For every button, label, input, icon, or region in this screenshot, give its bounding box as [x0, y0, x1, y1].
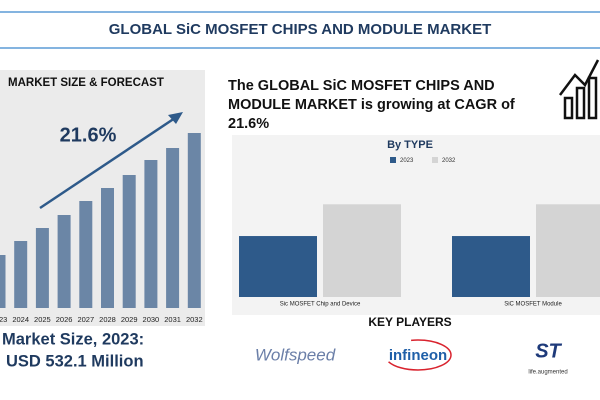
cagr-annotation: 21.6%: [60, 124, 117, 146]
x-tick-label: Sic MOSFET Chip and Device: [280, 302, 361, 308]
trend-icon: [559, 59, 600, 120]
market-size-value: USD 532.1 Million: [6, 352, 144, 370]
x-tick-label: SiC MOSFET Module: [504, 302, 562, 308]
bar: [0, 255, 6, 308]
company-tagline: life.augmented: [528, 370, 567, 376]
company-logo: infineon: [389, 347, 447, 364]
key-players-title: KEY PLAYERS: [368, 315, 451, 329]
x-tick-label: 2028: [99, 315, 116, 324]
trend-arrow: [39, 114, 179, 210]
legend-swatch: [390, 157, 396, 163]
bar: [35, 228, 49, 308]
bar: [144, 160, 158, 308]
headline-line: The GLOBAL SiC MOSFET CHIPS AND: [228, 78, 495, 94]
legend-label: 2023: [400, 158, 414, 164]
company-logo: ST: [535, 340, 562, 362]
x-tick-label: 2027: [77, 315, 94, 324]
x-tick-label: 2023: [0, 315, 7, 324]
x-tick-label: 2025: [34, 315, 51, 324]
company-logo: Wolfspeed: [255, 345, 336, 364]
legend-label: 2032: [442, 158, 456, 164]
page-title: GLOBAL SiC MOSFET CHIPS AND MODULE MARKE…: [109, 21, 492, 38]
bar: [187, 133, 201, 308]
headline-line: MODULE MARKET is growing at CAGR of: [228, 97, 515, 113]
arrow-head: [168, 112, 183, 124]
bar: [323, 204, 401, 297]
market-size-label: Market Size, 2023:: [2, 330, 144, 348]
chart-title: By TYPE: [387, 139, 433, 151]
x-tick-label: 2024: [12, 315, 29, 324]
headline-line: 21.6%: [228, 116, 269, 132]
bar: [79, 201, 93, 308]
x-tick-label: 2026: [56, 315, 73, 324]
bar: [14, 241, 28, 308]
bar: [122, 175, 136, 308]
bar: [166, 148, 180, 308]
bar: [239, 236, 317, 297]
logo-arc: [384, 339, 452, 371]
bar: [101, 188, 114, 308]
x-tick-label: 2031: [164, 315, 181, 324]
x-tick-label: 2029: [121, 315, 138, 324]
bar: [452, 236, 530, 297]
bar: [57, 215, 71, 308]
chart-title: MARKET SIZE & FORECAST: [8, 77, 164, 89]
x-tick-label: 2032: [186, 315, 203, 324]
bar: [536, 204, 600, 297]
legend-swatch: [432, 157, 438, 163]
x-tick-label: 2030: [143, 315, 160, 324]
